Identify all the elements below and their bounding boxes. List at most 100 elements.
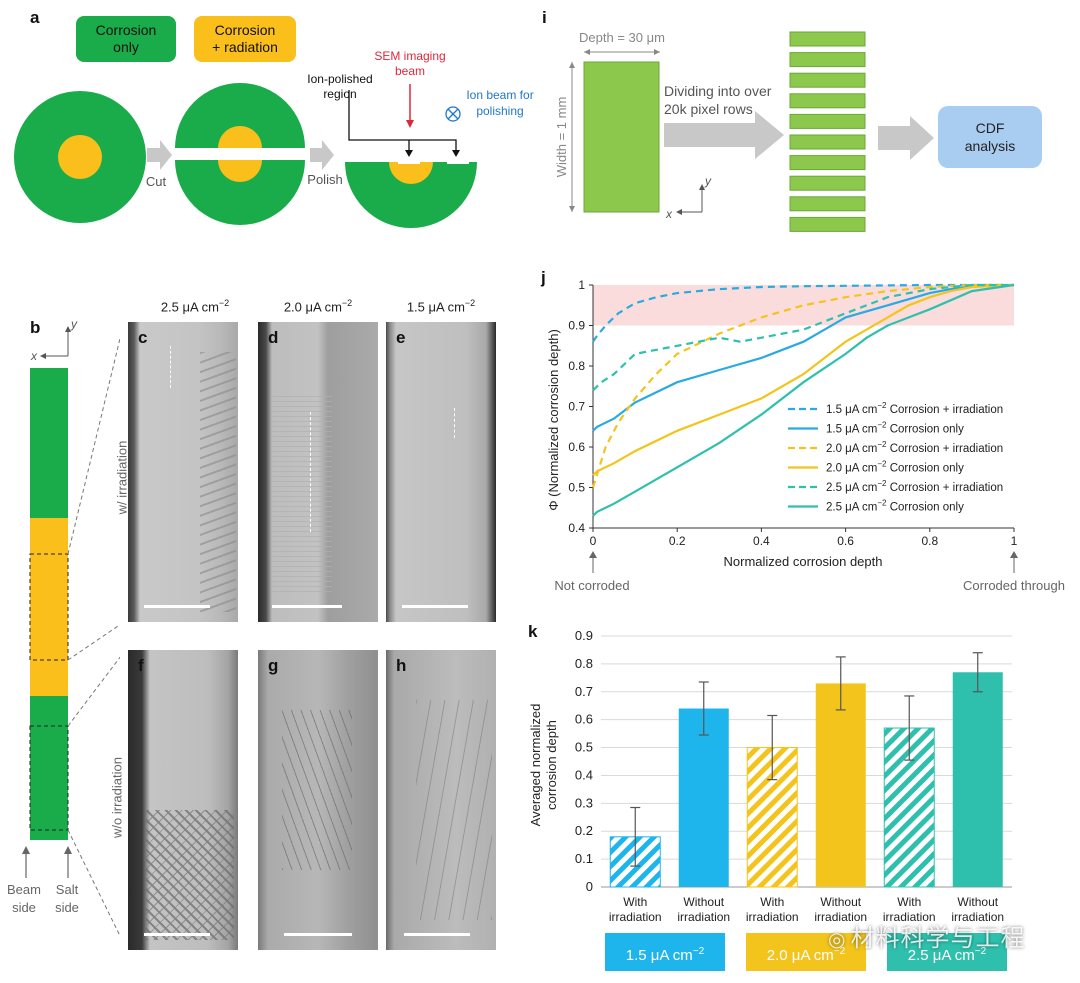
arrow-cut [147,140,172,170]
polish-label: Polish [307,172,342,187]
j-series-line-4 [592,283,1015,477]
ion-beam-l2: polishing [476,104,523,118]
polished-notch-2 [447,158,469,164]
k-group-sup-1: −2 [692,946,705,957]
j-annotation-left: Not corroded [554,578,629,593]
k-ylabel-l1: Averaged normalized [528,704,543,827]
cut-label: Cut [146,174,167,189]
polished-half [345,162,477,228]
k-category-label: irradiation [951,910,1004,924]
depth-dim-arrow-l [584,49,590,55]
i-axis-x-label: x [665,207,673,221]
j-x-tick-label: 0.6 [837,534,854,548]
j-legend-label: 2.5 μA cm−2 Corrosion + irradiation [826,479,1003,494]
j-y-tick-label: 0.7 [568,400,585,414]
i-axis-y-arrow [699,184,705,190]
j-legend-label: 1.5 μA cm−2 Corrosion only [826,421,964,436]
ion-polished-arrowhead-2 [452,150,460,157]
legend-corrosion-radiation-l2: + radiation [212,39,278,55]
corrosion-texture [416,700,492,920]
pixel-row [789,52,866,68]
wechat-icon: ◎ [828,929,847,951]
cdf-l1: CDF [976,120,1005,136]
k-y-tick-label: 0.5 [575,740,593,755]
sample-rect [583,61,660,213]
polished-core [389,162,433,184]
pixel-row [789,93,866,109]
j-y-tick-label: 1 [578,278,585,292]
dashed-marker [454,408,455,438]
i-axis-y-label: y [704,174,712,188]
j-ylabel: Φ (Normalized corrosion depth) [546,329,561,511]
roi-box-irradiated [29,553,69,661]
panel-letter-b: b [30,318,41,337]
sem-beam-l2: beam [395,64,425,78]
panel-i-diagram: Depth = 30 μm Width = 1 mm Dividing into… [554,30,1042,232]
k-group-label-2: 2.0 μA cm [766,947,834,964]
corrosion-texture [282,710,352,870]
pixel-row [789,155,866,171]
row-label-wo-irradiation: w/o irradiation [109,757,125,838]
k-y-tick-label: 0.4 [575,767,593,782]
watermark-text: 材料科学与工程 [850,925,1026,952]
k-category-label: irradiation [883,910,936,924]
cdf-box [938,106,1042,168]
k-y-tick-label: 0.3 [575,795,593,810]
beam-side-arrowhead [22,846,30,854]
cut-core-bottom [218,160,262,182]
dashed-marker [170,346,171,388]
ion-beam-l1: Ion beam for [466,88,533,102]
panel-letter-h: h [396,656,407,675]
sem-col-header-1: 2.5 μA cm−2 [140,298,250,314]
beam-side-l1: Beam [7,882,41,897]
j-annotation-left-arrowhead [589,551,597,558]
legend-green-box [76,16,176,62]
panel-letter-k: k [528,622,538,641]
k-group-sup-3: −2 [974,946,987,957]
cut-half-top [175,83,305,148]
j-series-line-2 [592,283,1015,432]
b-axis-x-label: x [30,349,38,363]
b-zoom-line-1 [67,336,120,555]
width-dim-arrow-b [569,206,575,212]
salt-side-arrowhead [64,846,72,854]
sem-image-d: d [258,322,378,622]
b-axis-y-label: y [70,317,78,331]
pixel-row [789,31,866,47]
corrosion-texture [200,352,236,612]
k-y-tick-label: 0.9 [575,628,593,643]
panel-letter-d: d [268,328,279,347]
k-bar-4 [815,683,866,887]
scale-bar [272,605,342,608]
sem-col-header-1-text: 2.5 μA cm [160,299,219,315]
j-series-line-1 [592,283,1014,343]
scale-bar [404,933,470,936]
k-category-label: With [760,895,784,909]
k-bar-2 [678,708,729,887]
strip-yellow [30,518,68,696]
k-category-label: Without [820,895,861,909]
specimen-core [58,135,102,179]
panel-b-diagram: y x Beam side Salt side [7,317,120,937]
panel-letter-a: a [30,8,40,27]
divide-l1: Dividing into over [664,83,772,99]
k-category-label: irradiation [677,910,730,924]
j-legend-label: 2.5 μA cm−2 Corrosion only [826,499,964,514]
sem-image-h: h [386,650,496,950]
j-annotation-right-arrowhead [1010,551,1018,558]
sem-beam-l1: SEM imaging [374,49,445,63]
i-axis-x-arrow [676,209,682,215]
sem-beam-arrowhead [406,120,414,128]
sem-col-header-2-sup: −2 [341,298,353,308]
legend-corrosion-only-l1: Corrosion [96,22,157,38]
ion-polished-l1: Ion-polished [307,72,372,86]
roi-box-unirradiated [29,725,69,831]
j-legend-label: 2.0 μA cm−2 Corrosion + irradiation [826,440,1003,455]
k-y-tick-label: 0 [586,879,593,894]
ion-beam-into-page-icon [445,106,461,122]
k-category-label: irradiation [746,910,799,924]
width-label: Width = 1 mm [554,97,569,178]
corrosion-texture [272,392,332,592]
ion-polished-l2: region [323,87,356,101]
depth-label: Depth = 30 μm [579,30,665,45]
